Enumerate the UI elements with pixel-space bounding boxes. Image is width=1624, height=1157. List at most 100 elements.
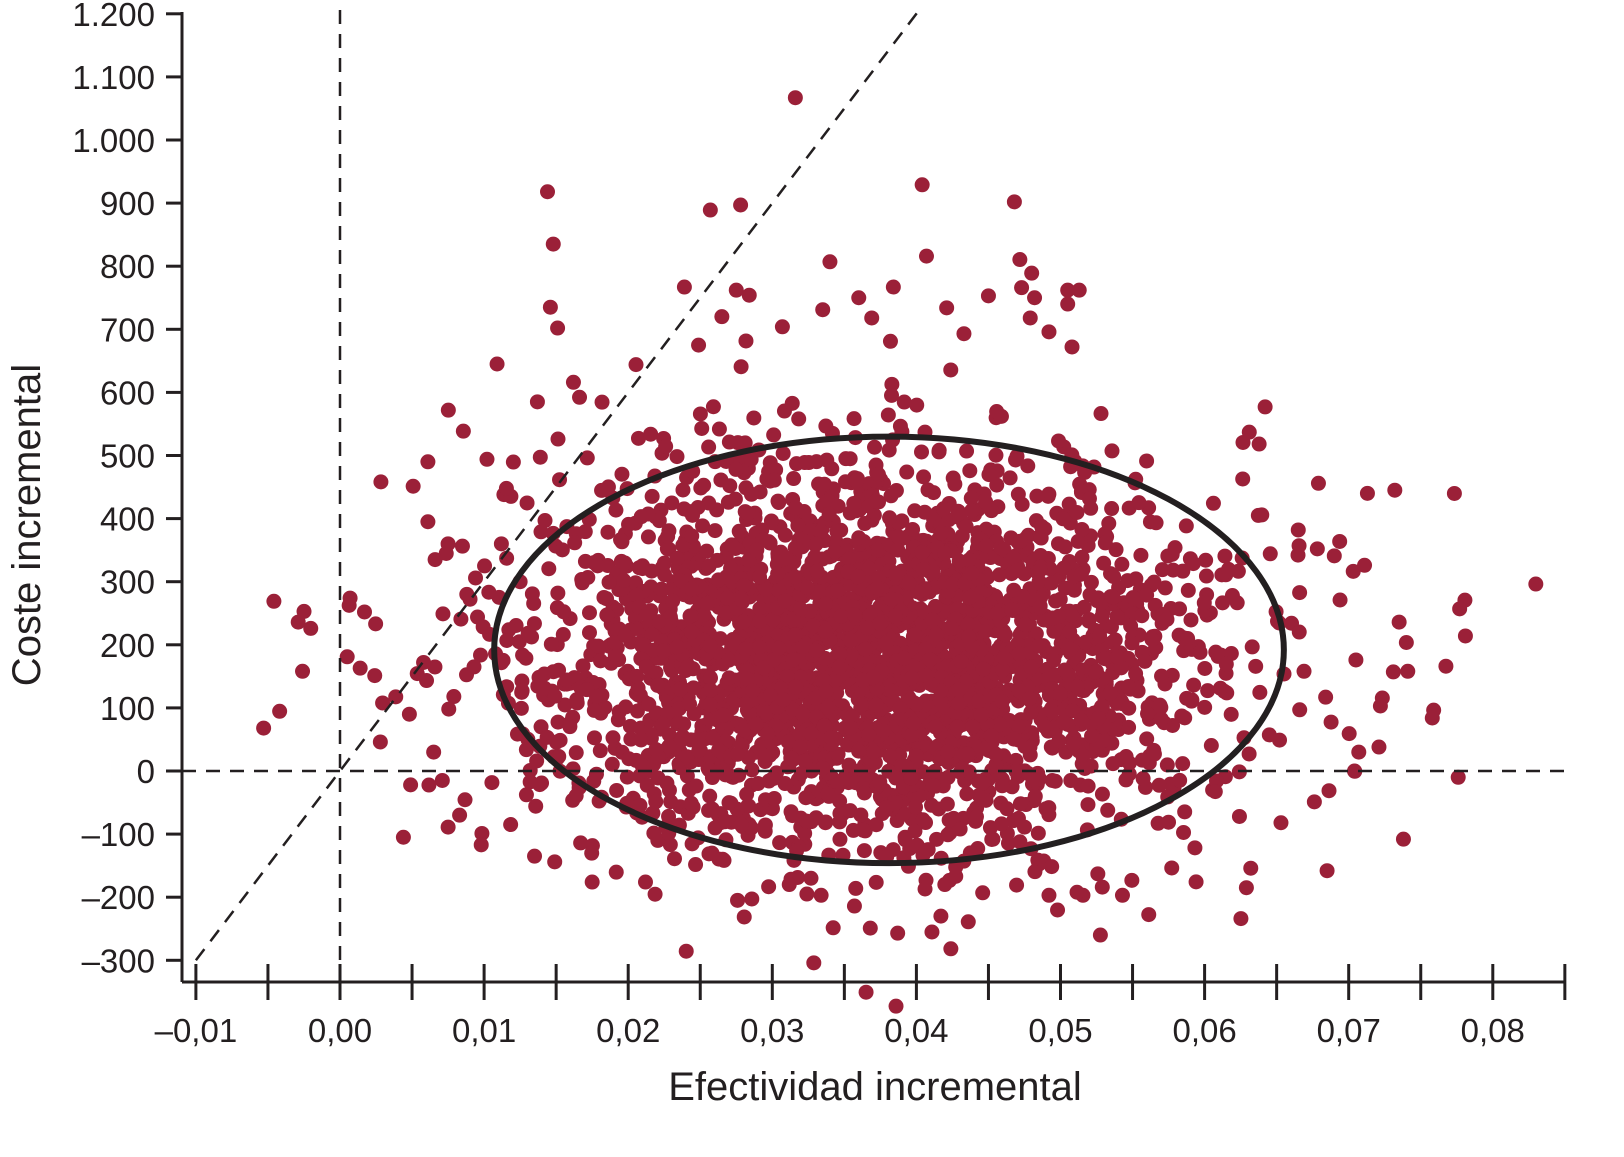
data-point <box>551 662 567 678</box>
data-point <box>936 501 952 517</box>
data-point <box>816 476 832 492</box>
data-point <box>1118 749 1134 765</box>
data-point <box>609 782 625 798</box>
data-point <box>771 640 787 656</box>
data-point <box>1037 718 1053 734</box>
data-point <box>1102 685 1118 701</box>
data-point <box>352 660 368 676</box>
data-point <box>870 580 886 596</box>
data-point <box>736 614 752 630</box>
data-point <box>1128 666 1144 682</box>
data-point <box>637 874 653 890</box>
data-point <box>743 451 759 467</box>
data-point <box>827 544 843 560</box>
data-point <box>696 477 712 493</box>
data-point <box>922 652 938 668</box>
data-point <box>865 744 881 760</box>
data-point <box>829 583 845 599</box>
data-point <box>1134 752 1150 768</box>
data-point <box>1090 866 1106 882</box>
data-point <box>916 469 932 485</box>
data-point <box>1083 500 1099 516</box>
data-point <box>665 593 681 609</box>
data-point <box>596 589 612 605</box>
data-point <box>1177 710 1193 726</box>
data-point <box>925 778 941 794</box>
data-point <box>882 333 898 349</box>
data-point <box>1109 609 1125 625</box>
data-point <box>573 835 589 851</box>
data-point <box>929 831 945 847</box>
data-point <box>846 411 862 427</box>
data-point <box>1203 737 1219 753</box>
data-point <box>621 751 637 767</box>
data-point <box>440 402 456 418</box>
data-point <box>962 590 978 606</box>
data-point <box>943 941 959 957</box>
data-point <box>939 300 955 316</box>
data-point <box>1159 757 1175 773</box>
data-point <box>1146 746 1162 762</box>
x-tick-label: 0,06 <box>1172 1012 1236 1049</box>
data-point <box>933 908 949 924</box>
data-point <box>1207 784 1223 800</box>
data-point <box>882 748 898 764</box>
data-point <box>862 607 878 623</box>
data-point <box>765 770 781 786</box>
data-point <box>1233 911 1249 927</box>
data-point <box>856 785 872 801</box>
y-tick-label: 1.200 <box>72 0 155 33</box>
data-point <box>533 524 549 540</box>
x-tick-label: –0,01 <box>155 1012 238 1049</box>
data-point <box>1212 680 1228 696</box>
data-point <box>958 519 974 535</box>
data-point <box>1012 533 1028 549</box>
data-point <box>738 641 754 657</box>
data-point <box>770 566 786 582</box>
data-point <box>426 744 442 760</box>
data-point <box>694 420 710 436</box>
data-point <box>857 516 873 532</box>
data-point <box>1248 658 1264 674</box>
data-point <box>441 701 457 717</box>
data-point <box>658 438 674 454</box>
data-point <box>644 488 660 504</box>
data-point <box>1332 533 1348 549</box>
data-point <box>880 407 896 423</box>
data-point <box>1198 552 1214 568</box>
data-point <box>780 734 796 750</box>
data-point <box>841 551 857 567</box>
data-point <box>1044 859 1060 875</box>
data-point <box>549 600 565 616</box>
data-point <box>466 659 482 675</box>
data-point <box>1251 436 1267 452</box>
data-point <box>788 679 804 695</box>
data-point <box>672 681 688 697</box>
data-point <box>721 652 737 668</box>
data-point <box>419 673 435 689</box>
data-point <box>738 333 754 349</box>
data-point <box>503 817 519 833</box>
data-point <box>644 626 660 642</box>
data-point <box>1093 406 1109 422</box>
data-point <box>890 529 906 545</box>
data-point <box>994 693 1010 709</box>
data-point <box>953 654 969 670</box>
data-point <box>766 652 782 668</box>
data-point <box>356 604 372 620</box>
x-tick-label: 0,05 <box>1028 1012 1092 1049</box>
data-point <box>989 477 1005 493</box>
data-point <box>851 530 867 546</box>
data-point <box>702 788 718 804</box>
data-point <box>1097 535 1113 551</box>
data-point <box>956 326 972 342</box>
data-point <box>688 857 704 873</box>
data-point <box>714 309 730 325</box>
data-point <box>395 829 411 845</box>
data-point <box>870 542 886 558</box>
data-point <box>908 748 924 764</box>
data-point <box>959 786 975 802</box>
data-point <box>565 792 581 808</box>
data-point <box>1121 719 1137 735</box>
data-point <box>999 801 1015 817</box>
